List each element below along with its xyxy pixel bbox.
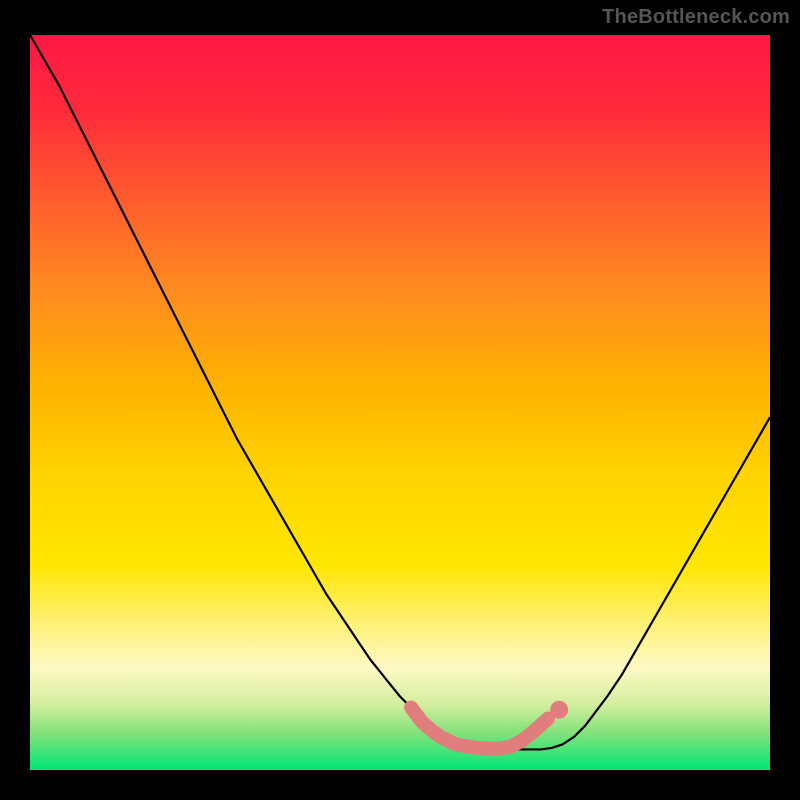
- plot-background: [30, 35, 770, 770]
- chart-stage: TheBottleneck.com: [0, 0, 800, 800]
- curve-end-dot: [550, 701, 568, 719]
- plot-svg: [0, 0, 800, 800]
- watermark-text: TheBottleneck.com: [602, 6, 790, 29]
